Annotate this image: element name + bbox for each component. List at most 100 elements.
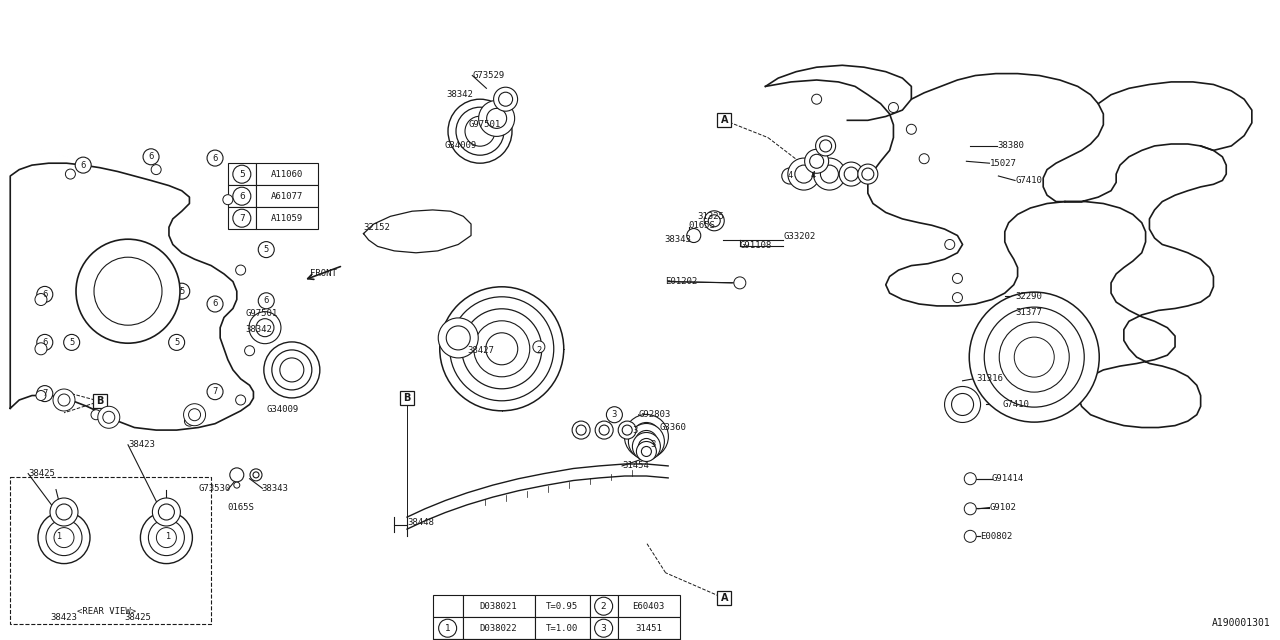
- Circle shape: [37, 287, 52, 303]
- Circle shape: [230, 468, 243, 482]
- Text: 38380: 38380: [997, 141, 1024, 150]
- Text: 38342: 38342: [246, 325, 273, 334]
- Bar: [462, 595, 535, 617]
- Circle shape: [76, 239, 180, 343]
- Circle shape: [462, 309, 541, 388]
- Circle shape: [141, 511, 192, 564]
- Circle shape: [65, 169, 76, 179]
- Circle shape: [964, 503, 977, 515]
- Circle shape: [280, 358, 303, 382]
- Circle shape: [236, 265, 246, 275]
- Text: 2: 2: [600, 602, 607, 611]
- Text: <REAR VIEW>: <REAR VIEW>: [77, 607, 136, 616]
- Circle shape: [256, 319, 274, 337]
- Bar: [462, 617, 535, 639]
- Circle shape: [805, 149, 828, 173]
- Circle shape: [102, 412, 115, 423]
- Bar: [618, 617, 680, 639]
- Text: 4: 4: [787, 172, 792, 180]
- Text: 6: 6: [42, 338, 47, 347]
- Bar: [462, 639, 535, 640]
- Text: 6: 6: [212, 154, 218, 163]
- Circle shape: [50, 498, 78, 526]
- Text: G34009: G34009: [444, 141, 476, 150]
- Circle shape: [964, 531, 977, 542]
- Circle shape: [207, 150, 223, 166]
- Text: 5: 5: [264, 245, 269, 254]
- Circle shape: [37, 334, 52, 351]
- Circle shape: [820, 165, 838, 183]
- Circle shape: [236, 395, 246, 405]
- Circle shape: [984, 307, 1084, 407]
- Circle shape: [207, 296, 223, 312]
- Circle shape: [782, 168, 797, 184]
- Circle shape: [46, 520, 82, 556]
- Text: G3360: G3360: [659, 423, 686, 432]
- Circle shape: [183, 404, 206, 426]
- Circle shape: [234, 482, 239, 488]
- Circle shape: [625, 415, 668, 458]
- Circle shape: [845, 167, 858, 181]
- Text: G73529: G73529: [472, 71, 504, 80]
- Circle shape: [156, 527, 177, 548]
- Circle shape: [599, 425, 609, 435]
- Circle shape: [704, 211, 724, 231]
- Bar: [401, 391, 413, 405]
- Text: 31316: 31316: [977, 374, 1004, 383]
- Circle shape: [639, 438, 654, 454]
- Circle shape: [233, 187, 251, 205]
- Text: 3: 3: [612, 410, 617, 419]
- Circle shape: [635, 431, 658, 452]
- Circle shape: [952, 273, 963, 284]
- Text: 7: 7: [212, 387, 218, 396]
- Text: 38342: 38342: [447, 90, 474, 99]
- Circle shape: [448, 99, 512, 163]
- Bar: [590, 639, 618, 640]
- Circle shape: [36, 390, 46, 401]
- Circle shape: [233, 165, 251, 183]
- Circle shape: [58, 394, 70, 406]
- Circle shape: [174, 283, 189, 299]
- Bar: [718, 591, 731, 605]
- Text: G9102: G9102: [989, 503, 1016, 512]
- Text: 3: 3: [600, 624, 607, 633]
- Circle shape: [795, 165, 813, 183]
- Text: 38425: 38425: [124, 613, 151, 622]
- Text: G7410: G7410: [1002, 400, 1029, 409]
- Circle shape: [595, 620, 613, 637]
- Circle shape: [76, 157, 91, 173]
- Text: 1: 1: [444, 624, 451, 633]
- Circle shape: [595, 597, 613, 615]
- Text: 7: 7: [239, 214, 244, 223]
- Circle shape: [160, 528, 175, 544]
- Text: 38423: 38423: [50, 613, 77, 622]
- Text: 32152: 32152: [364, 223, 390, 232]
- Text: D038022: D038022: [480, 624, 517, 633]
- Text: 6: 6: [212, 300, 218, 308]
- Bar: [228, 163, 256, 185]
- Circle shape: [148, 520, 184, 556]
- Text: 0165S: 0165S: [689, 221, 716, 230]
- Text: FRONT: FRONT: [310, 269, 337, 278]
- Bar: [433, 639, 462, 640]
- Text: 2: 2: [536, 346, 541, 355]
- Circle shape: [810, 154, 823, 168]
- Circle shape: [814, 158, 846, 190]
- Text: G73530: G73530: [198, 484, 230, 493]
- Circle shape: [641, 447, 652, 456]
- Bar: [718, 113, 731, 127]
- Text: 15027: 15027: [989, 159, 1016, 168]
- Circle shape: [233, 209, 251, 227]
- Circle shape: [645, 436, 660, 452]
- Circle shape: [151, 164, 161, 175]
- Circle shape: [572, 421, 590, 439]
- Text: G97501: G97501: [246, 309, 278, 318]
- Circle shape: [184, 416, 195, 426]
- Text: 38343: 38343: [261, 484, 288, 493]
- Text: 5: 5: [174, 338, 179, 347]
- Circle shape: [595, 421, 613, 439]
- Circle shape: [474, 321, 530, 377]
- Circle shape: [259, 241, 274, 257]
- Circle shape: [56, 504, 72, 520]
- Circle shape: [264, 342, 320, 398]
